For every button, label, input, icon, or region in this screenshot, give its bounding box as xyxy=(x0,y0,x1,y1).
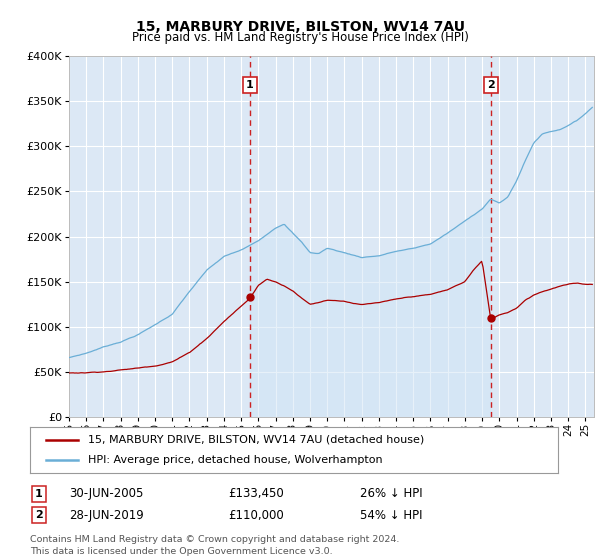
Text: 28-JUN-2019: 28-JUN-2019 xyxy=(69,508,144,522)
Text: 30-JUN-2005: 30-JUN-2005 xyxy=(69,487,143,501)
Text: 2: 2 xyxy=(487,80,494,90)
Text: 15, MARBURY DRIVE, BILSTON, WV14 7AU (detached house): 15, MARBURY DRIVE, BILSTON, WV14 7AU (de… xyxy=(88,435,424,445)
Text: 54% ↓ HPI: 54% ↓ HPI xyxy=(360,508,422,522)
Text: HPI: Average price, detached house, Wolverhampton: HPI: Average price, detached house, Wolv… xyxy=(88,455,383,465)
Text: 2: 2 xyxy=(35,510,43,520)
Text: £110,000: £110,000 xyxy=(228,508,284,522)
Text: Contains HM Land Registry data © Crown copyright and database right 2024.
This d: Contains HM Land Registry data © Crown c… xyxy=(30,535,400,556)
Text: 1: 1 xyxy=(246,80,254,90)
Text: 26% ↓ HPI: 26% ↓ HPI xyxy=(360,487,422,501)
Text: 15, MARBURY DRIVE, BILSTON, WV14 7AU: 15, MARBURY DRIVE, BILSTON, WV14 7AU xyxy=(136,20,464,34)
Text: Price paid vs. HM Land Registry's House Price Index (HPI): Price paid vs. HM Land Registry's House … xyxy=(131,31,469,44)
Text: £133,450: £133,450 xyxy=(228,487,284,501)
Text: 1: 1 xyxy=(35,489,43,499)
